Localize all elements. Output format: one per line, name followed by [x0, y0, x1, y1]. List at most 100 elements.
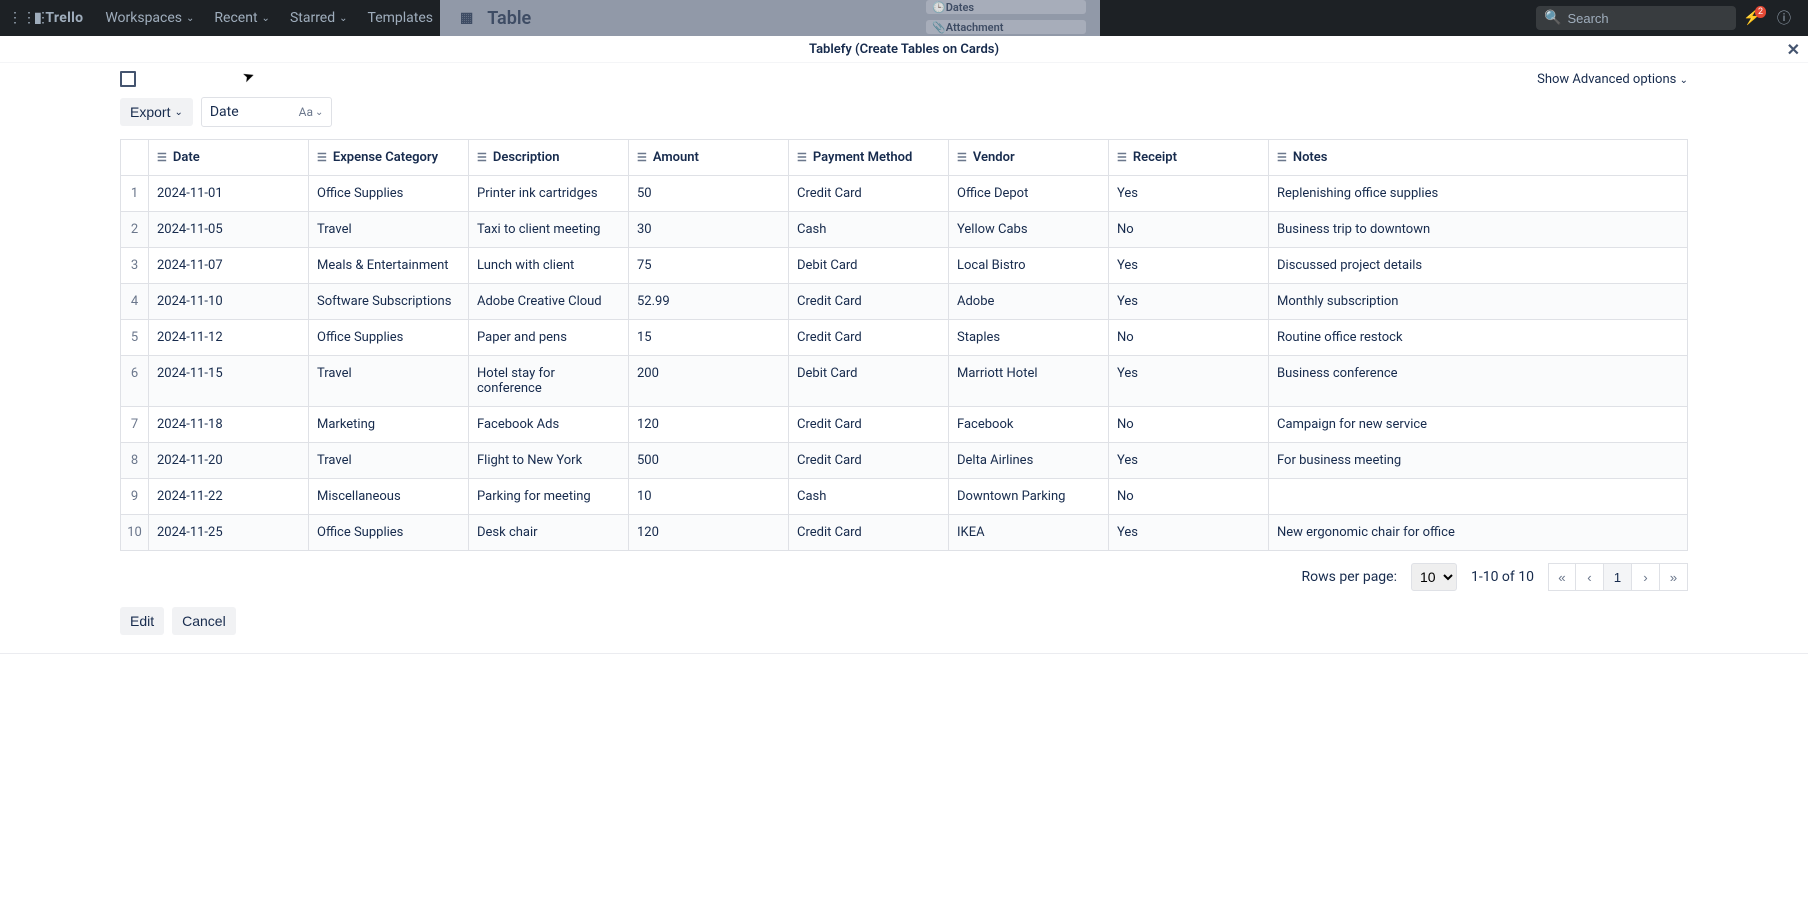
table-row[interactable]: 32024-11-07Meals & EntertainmentLunch wi… — [121, 248, 1688, 284]
cell-notes[interactable] — [1269, 479, 1688, 515]
apps-icon[interactable]: ⋮⋮⋮ — [8, 10, 28, 26]
cell-vendor[interactable]: Marriott Hotel — [949, 356, 1109, 407]
cell-payment[interactable]: Credit Card — [789, 284, 949, 320]
col-description[interactable]: ☰Description — [469, 140, 629, 176]
col-receipt[interactable]: ☰Receipt — [1109, 140, 1269, 176]
page-next-button[interactable]: › — [1632, 563, 1660, 591]
cell-amount[interactable]: 10 — [629, 479, 789, 515]
page-current-button[interactable]: 1 — [1604, 563, 1632, 591]
cell-receipt[interactable]: Yes — [1109, 248, 1269, 284]
expand-icon[interactable] — [120, 71, 136, 87]
cell-notes[interactable]: Monthly subscription — [1269, 284, 1688, 320]
cell-date[interactable]: 2024-11-10 — [149, 284, 309, 320]
col-date[interactable]: ☰Date — [149, 140, 309, 176]
col-payment[interactable]: ☰Payment Method — [789, 140, 949, 176]
cell-category[interactable]: Travel — [309, 212, 469, 248]
cell-payment[interactable]: Cash — [789, 212, 949, 248]
table-row[interactable]: 62024-11-15TravelHotel stay for conferen… — [121, 356, 1688, 407]
table-row[interactable]: 72024-11-18MarketingFacebook Ads120Credi… — [121, 407, 1688, 443]
cell-category[interactable]: Office Supplies — [309, 515, 469, 551]
cell-vendor[interactable]: Facebook — [949, 407, 1109, 443]
cell-category[interactable]: Office Supplies — [309, 176, 469, 212]
cell-description[interactable]: Flight to New York — [469, 443, 629, 479]
rows-per-page-select[interactable]: 10 — [1411, 563, 1457, 591]
cell-description[interactable]: Facebook Ads — [469, 407, 629, 443]
cell-amount[interactable]: 500 — [629, 443, 789, 479]
page-prev-button[interactable]: ‹ — [1576, 563, 1604, 591]
close-icon[interactable]: ✕ — [1787, 40, 1800, 59]
cell-notes[interactable]: Replenishing office supplies — [1269, 176, 1688, 212]
nav-templates[interactable]: Templates — [358, 10, 444, 26]
cell-receipt[interactable]: No — [1109, 407, 1269, 443]
cell-amount[interactable]: 15 — [629, 320, 789, 356]
cell-date[interactable]: 2024-11-18 — [149, 407, 309, 443]
cell-amount[interactable]: 75 — [629, 248, 789, 284]
nav-starred[interactable]: Starred ⌄ — [280, 10, 358, 26]
cell-category[interactable]: Meals & Entertainment — [309, 248, 469, 284]
cell-receipt[interactable]: Yes — [1109, 356, 1269, 407]
cell-date[interactable]: 2024-11-12 — [149, 320, 309, 356]
cell-vendor[interactable]: Yellow Cabs — [949, 212, 1109, 248]
col-notes[interactable]: ☰Notes — [1269, 140, 1688, 176]
cell-payment[interactable]: Debit Card — [789, 248, 949, 284]
cell-description[interactable]: Desk chair — [469, 515, 629, 551]
cell-receipt[interactable]: Yes — [1109, 176, 1269, 212]
cell-payment[interactable]: Cash — [789, 479, 949, 515]
cell-description[interactable]: Adobe Creative Cloud — [469, 284, 629, 320]
search-input-wrapper[interactable]: 🔍 — [1536, 6, 1736, 30]
cell-amount[interactable]: 120 — [629, 407, 789, 443]
cell-vendor[interactable]: Downtown Parking — [949, 479, 1109, 515]
cell-category[interactable]: Travel — [309, 443, 469, 479]
cancel-button[interactable]: Cancel — [172, 607, 236, 635]
page-first-button[interactable]: « — [1548, 563, 1576, 591]
trello-logo[interactable]: ▮ Trello — [34, 10, 83, 26]
col-vendor[interactable]: ☰Vendor — [949, 140, 1109, 176]
cell-category[interactable]: Office Supplies — [309, 320, 469, 356]
cell-amount[interactable]: 50 — [629, 176, 789, 212]
col-amount[interactable]: ☰Amount — [629, 140, 789, 176]
cell-notes[interactable]: Business conference — [1269, 356, 1688, 407]
cell-description[interactable]: Hotel stay for conference — [469, 356, 629, 407]
cell-vendor[interactable]: Office Depot — [949, 176, 1109, 212]
cell-payment[interactable]: Credit Card — [789, 176, 949, 212]
cell-amount[interactable]: 30 — [629, 212, 789, 248]
nav-workspaces[interactable]: Workspaces ⌄ — [95, 10, 204, 26]
cell-category[interactable]: Marketing — [309, 407, 469, 443]
cell-date[interactable]: 2024-11-20 — [149, 443, 309, 479]
page-last-button[interactable]: » — [1660, 563, 1688, 591]
cell-category[interactable]: Miscellaneous — [309, 479, 469, 515]
cell-amount[interactable]: 52.99 — [629, 284, 789, 320]
cell-amount[interactable]: 200 — [629, 356, 789, 407]
cell-payment[interactable]: Credit Card — [789, 320, 949, 356]
show-advanced-toggle[interactable]: Show Advanced options ⌄ — [1537, 72, 1688, 87]
table-row[interactable]: 52024-11-12Office SuppliesPaper and pens… — [121, 320, 1688, 356]
cell-description[interactable]: Parking for meeting — [469, 479, 629, 515]
cell-vendor[interactable]: IKEA — [949, 515, 1109, 551]
cell-notes[interactable]: Campaign for new service — [1269, 407, 1688, 443]
cell-notes[interactable]: Routine office restock — [1269, 320, 1688, 356]
cell-receipt[interactable]: Yes — [1109, 443, 1269, 479]
help-icon[interactable]: ⓘ — [1768, 8, 1800, 28]
table-row[interactable]: 82024-11-20TravelFlight to New York500Cr… — [121, 443, 1688, 479]
cell-amount[interactable]: 120 — [629, 515, 789, 551]
table-row[interactable]: 22024-11-05TravelTaxi to client meeting3… — [121, 212, 1688, 248]
cell-notes[interactable]: For business meeting — [1269, 443, 1688, 479]
cell-payment[interactable]: Credit Card — [789, 443, 949, 479]
cell-description[interactable]: Taxi to client meeting — [469, 212, 629, 248]
export-button[interactable]: Export ⌄ — [120, 98, 193, 126]
col-category[interactable]: ☰Expense Category — [309, 140, 469, 176]
table-row[interactable]: 42024-11-10Software SubscriptionsAdobe C… — [121, 284, 1688, 320]
search-input[interactable] — [1567, 11, 1728, 26]
cell-date[interactable]: 2024-11-25 — [149, 515, 309, 551]
cell-notes[interactable]: New ergonomic chair for office — [1269, 515, 1688, 551]
cell-receipt[interactable]: No — [1109, 320, 1269, 356]
cell-notes[interactable]: Business trip to downtown — [1269, 212, 1688, 248]
cell-vendor[interactable]: Local Bistro — [949, 248, 1109, 284]
cell-notes[interactable]: Discussed project details — [1269, 248, 1688, 284]
cell-receipt[interactable]: No — [1109, 212, 1269, 248]
cell-description[interactable]: Paper and pens — [469, 320, 629, 356]
cell-payment[interactable]: Debit Card — [789, 356, 949, 407]
table-row[interactable]: 92024-11-22MiscellaneousParking for meet… — [121, 479, 1688, 515]
cell-receipt[interactable]: Yes — [1109, 515, 1269, 551]
cell-date[interactable]: 2024-11-01 — [149, 176, 309, 212]
